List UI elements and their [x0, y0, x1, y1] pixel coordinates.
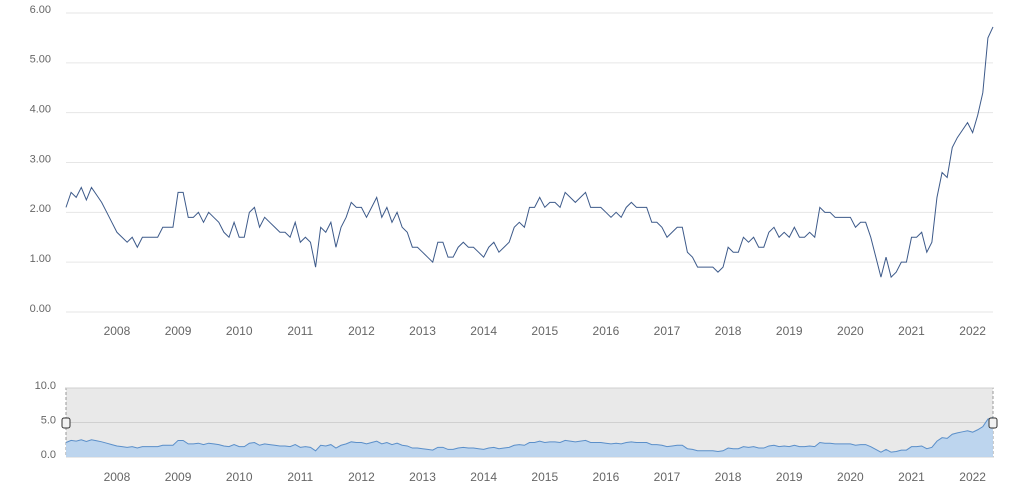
navigator-handle[interactable] — [61, 417, 71, 429]
x-tick-label: 2020 — [837, 324, 864, 338]
x-tick-label: 2011 — [287, 470, 313, 484]
y-tick-label: 2.00 — [30, 203, 51, 215]
x-tick-label: 2014 — [470, 324, 497, 338]
x-tick-label: 2019 — [776, 470, 803, 484]
y-tick-label: 0.0 — [41, 449, 56, 461]
x-tick-label: 2015 — [531, 470, 558, 484]
x-tick-label: 2022 — [959, 324, 986, 338]
x-tick-label: 2014 — [470, 470, 497, 484]
y-tick-label: 5.00 — [30, 54, 51, 66]
x-tick-label: 2012 — [348, 324, 375, 338]
y-tick-label: 1.00 — [30, 253, 51, 265]
x-tick-label: 2018 — [715, 470, 742, 484]
x-tick-label: 2021 — [898, 324, 925, 338]
y-tick-label: 10.0 — [35, 380, 56, 392]
x-tick-label: 2008 — [104, 470, 131, 484]
y-tick-label: 0.00 — [30, 303, 51, 315]
x-tick-label: 2022 — [959, 470, 986, 484]
y-tick-label: 6.00 — [30, 4, 51, 16]
x-tick-label: 2021 — [898, 470, 925, 484]
x-tick-label: 2018 — [715, 324, 742, 338]
x-tick-label: 2017 — [654, 324, 681, 338]
y-tick-label: 4.00 — [30, 104, 51, 116]
x-tick-label: 2016 — [593, 324, 620, 338]
x-tick-label: 2017 — [654, 470, 681, 484]
x-tick-label: 2016 — [593, 470, 620, 484]
series-line — [65, 26, 994, 279]
navigator-handle[interactable] — [988, 417, 998, 429]
x-tick-label: 2013 — [409, 470, 436, 484]
x-tick-label: 2008 — [104, 324, 131, 338]
x-tick-label: 2010 — [226, 324, 253, 338]
y-tick-label: 5.0 — [41, 414, 56, 426]
x-tick-label: 2020 — [837, 470, 864, 484]
y-tick-label: 3.00 — [30, 153, 51, 165]
x-tick-label: 2009 — [165, 324, 192, 338]
x-tick-label: 2009 — [165, 470, 192, 484]
x-tick-label: 2012 — [348, 470, 375, 484]
x-tick-label: 2013 — [409, 324, 436, 338]
navigator-line — [65, 417, 994, 453]
x-tick-label: 2015 — [531, 324, 558, 338]
navigator-area — [66, 417, 993, 457]
x-tick-label: 2010 — [226, 470, 253, 484]
x-tick-label: 2019 — [776, 324, 803, 338]
x-tick-label: 2011 — [287, 324, 313, 338]
